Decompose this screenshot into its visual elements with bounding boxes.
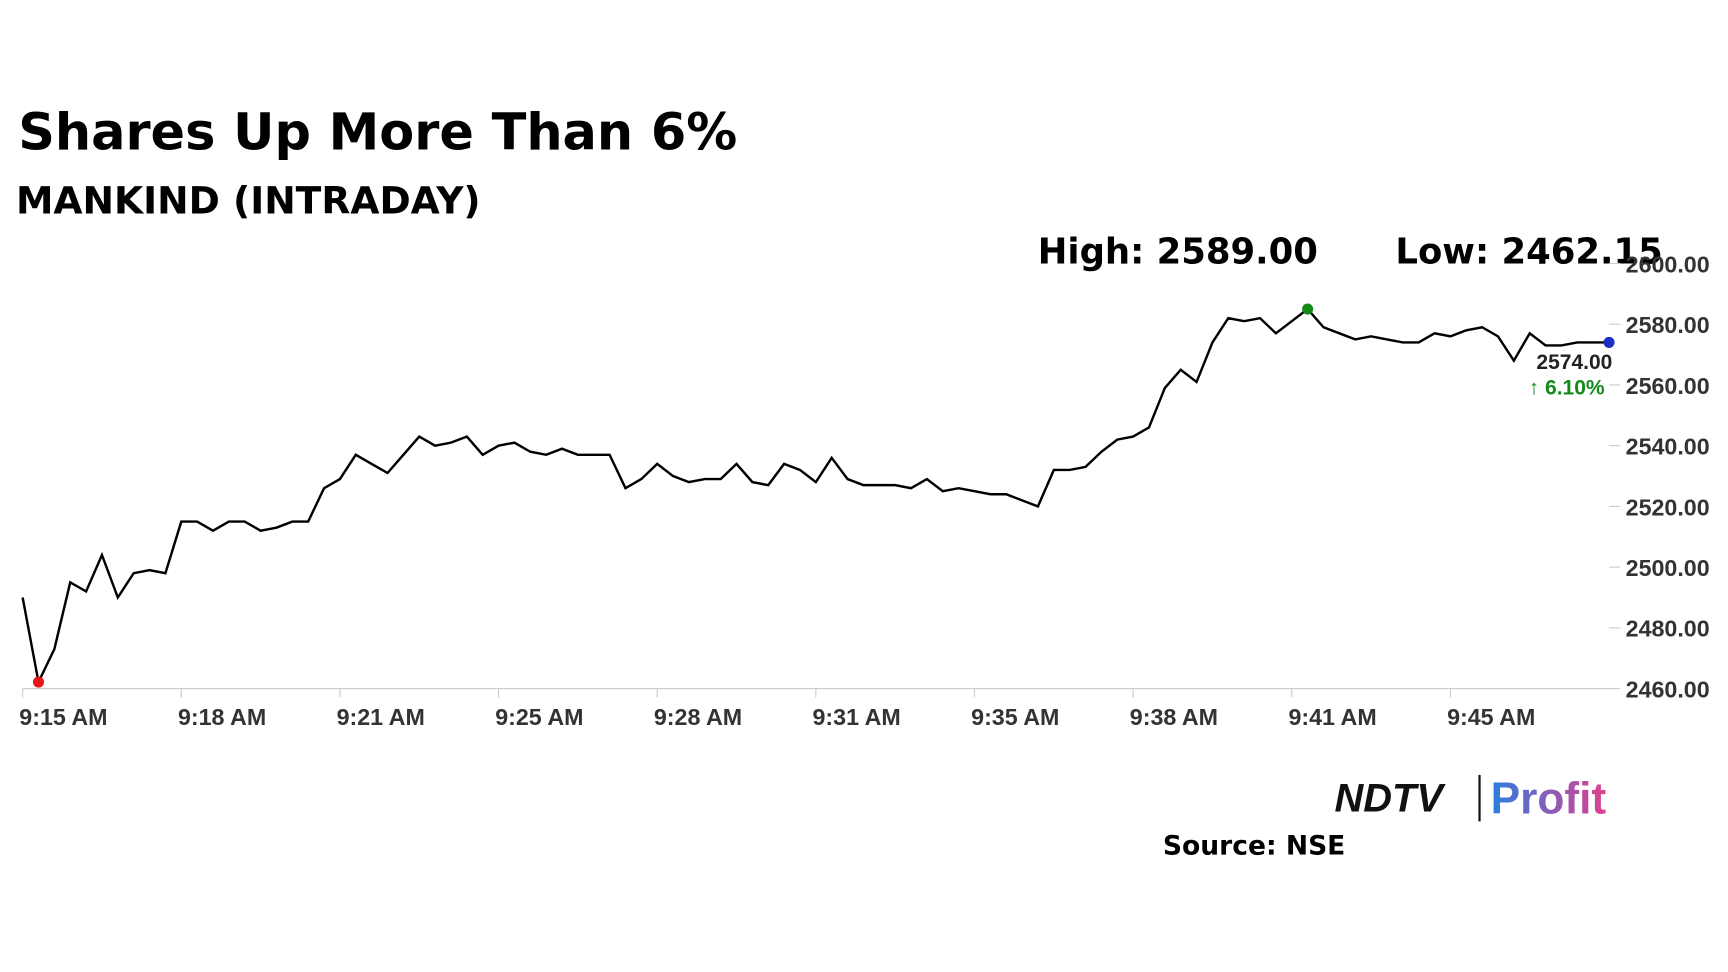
x-tick-label: 9:28 AM [654, 704, 742, 730]
low-marker [32, 676, 45, 688]
change-label: ↑ 6.10% [1529, 376, 1605, 399]
y-tick-label: 2560.00 [1626, 373, 1710, 399]
logo-ndtv: NDTV [1335, 776, 1447, 820]
chart-subtitle: MANKIND (INTRADAY) [16, 179, 481, 223]
low-text: Low: 2462.15 [1395, 231, 1662, 272]
x-tick-label: 9:45 AM [1447, 704, 1535, 730]
y-tick-label: 2480.00 [1626, 616, 1710, 642]
x-tick-label: 9:41 AM [1288, 704, 1376, 730]
x-tick-label: 9:35 AM [971, 704, 1059, 730]
x-tick-label: 9:38 AM [1130, 704, 1218, 730]
source: Source: NSE [1163, 831, 1345, 862]
x-tick-label: 9:25 AM [495, 704, 583, 730]
x-tick-label: 9:31 AM [813, 704, 901, 730]
x-tick-label: 9:21 AM [337, 704, 425, 730]
y-tick-label: 2580.00 [1626, 312, 1710, 338]
x-tick-label: 9:15 AM [19, 704, 107, 730]
high-marker [1302, 303, 1314, 315]
x-tick-label: 9:18 AM [178, 704, 266, 730]
y-tick-label: 2460.00 [1626, 676, 1710, 702]
y-tick-label: 2540.00 [1626, 434, 1710, 460]
last-label: 2574.00 [1536, 351, 1612, 374]
y-tick-label: 2600.00 [1626, 251, 1710, 277]
logo-profit: Profit [1491, 775, 1607, 824]
high-text: High: 2589.00 [1038, 231, 1318, 272]
y-tick-label: 2500.00 [1626, 555, 1710, 581]
y-tick-label: 2520.00 [1626, 494, 1710, 520]
chart-title: Shares Up More Than 6% [18, 103, 737, 162]
last-marker [1603, 336, 1615, 348]
price-line [21, 307, 1610, 686]
